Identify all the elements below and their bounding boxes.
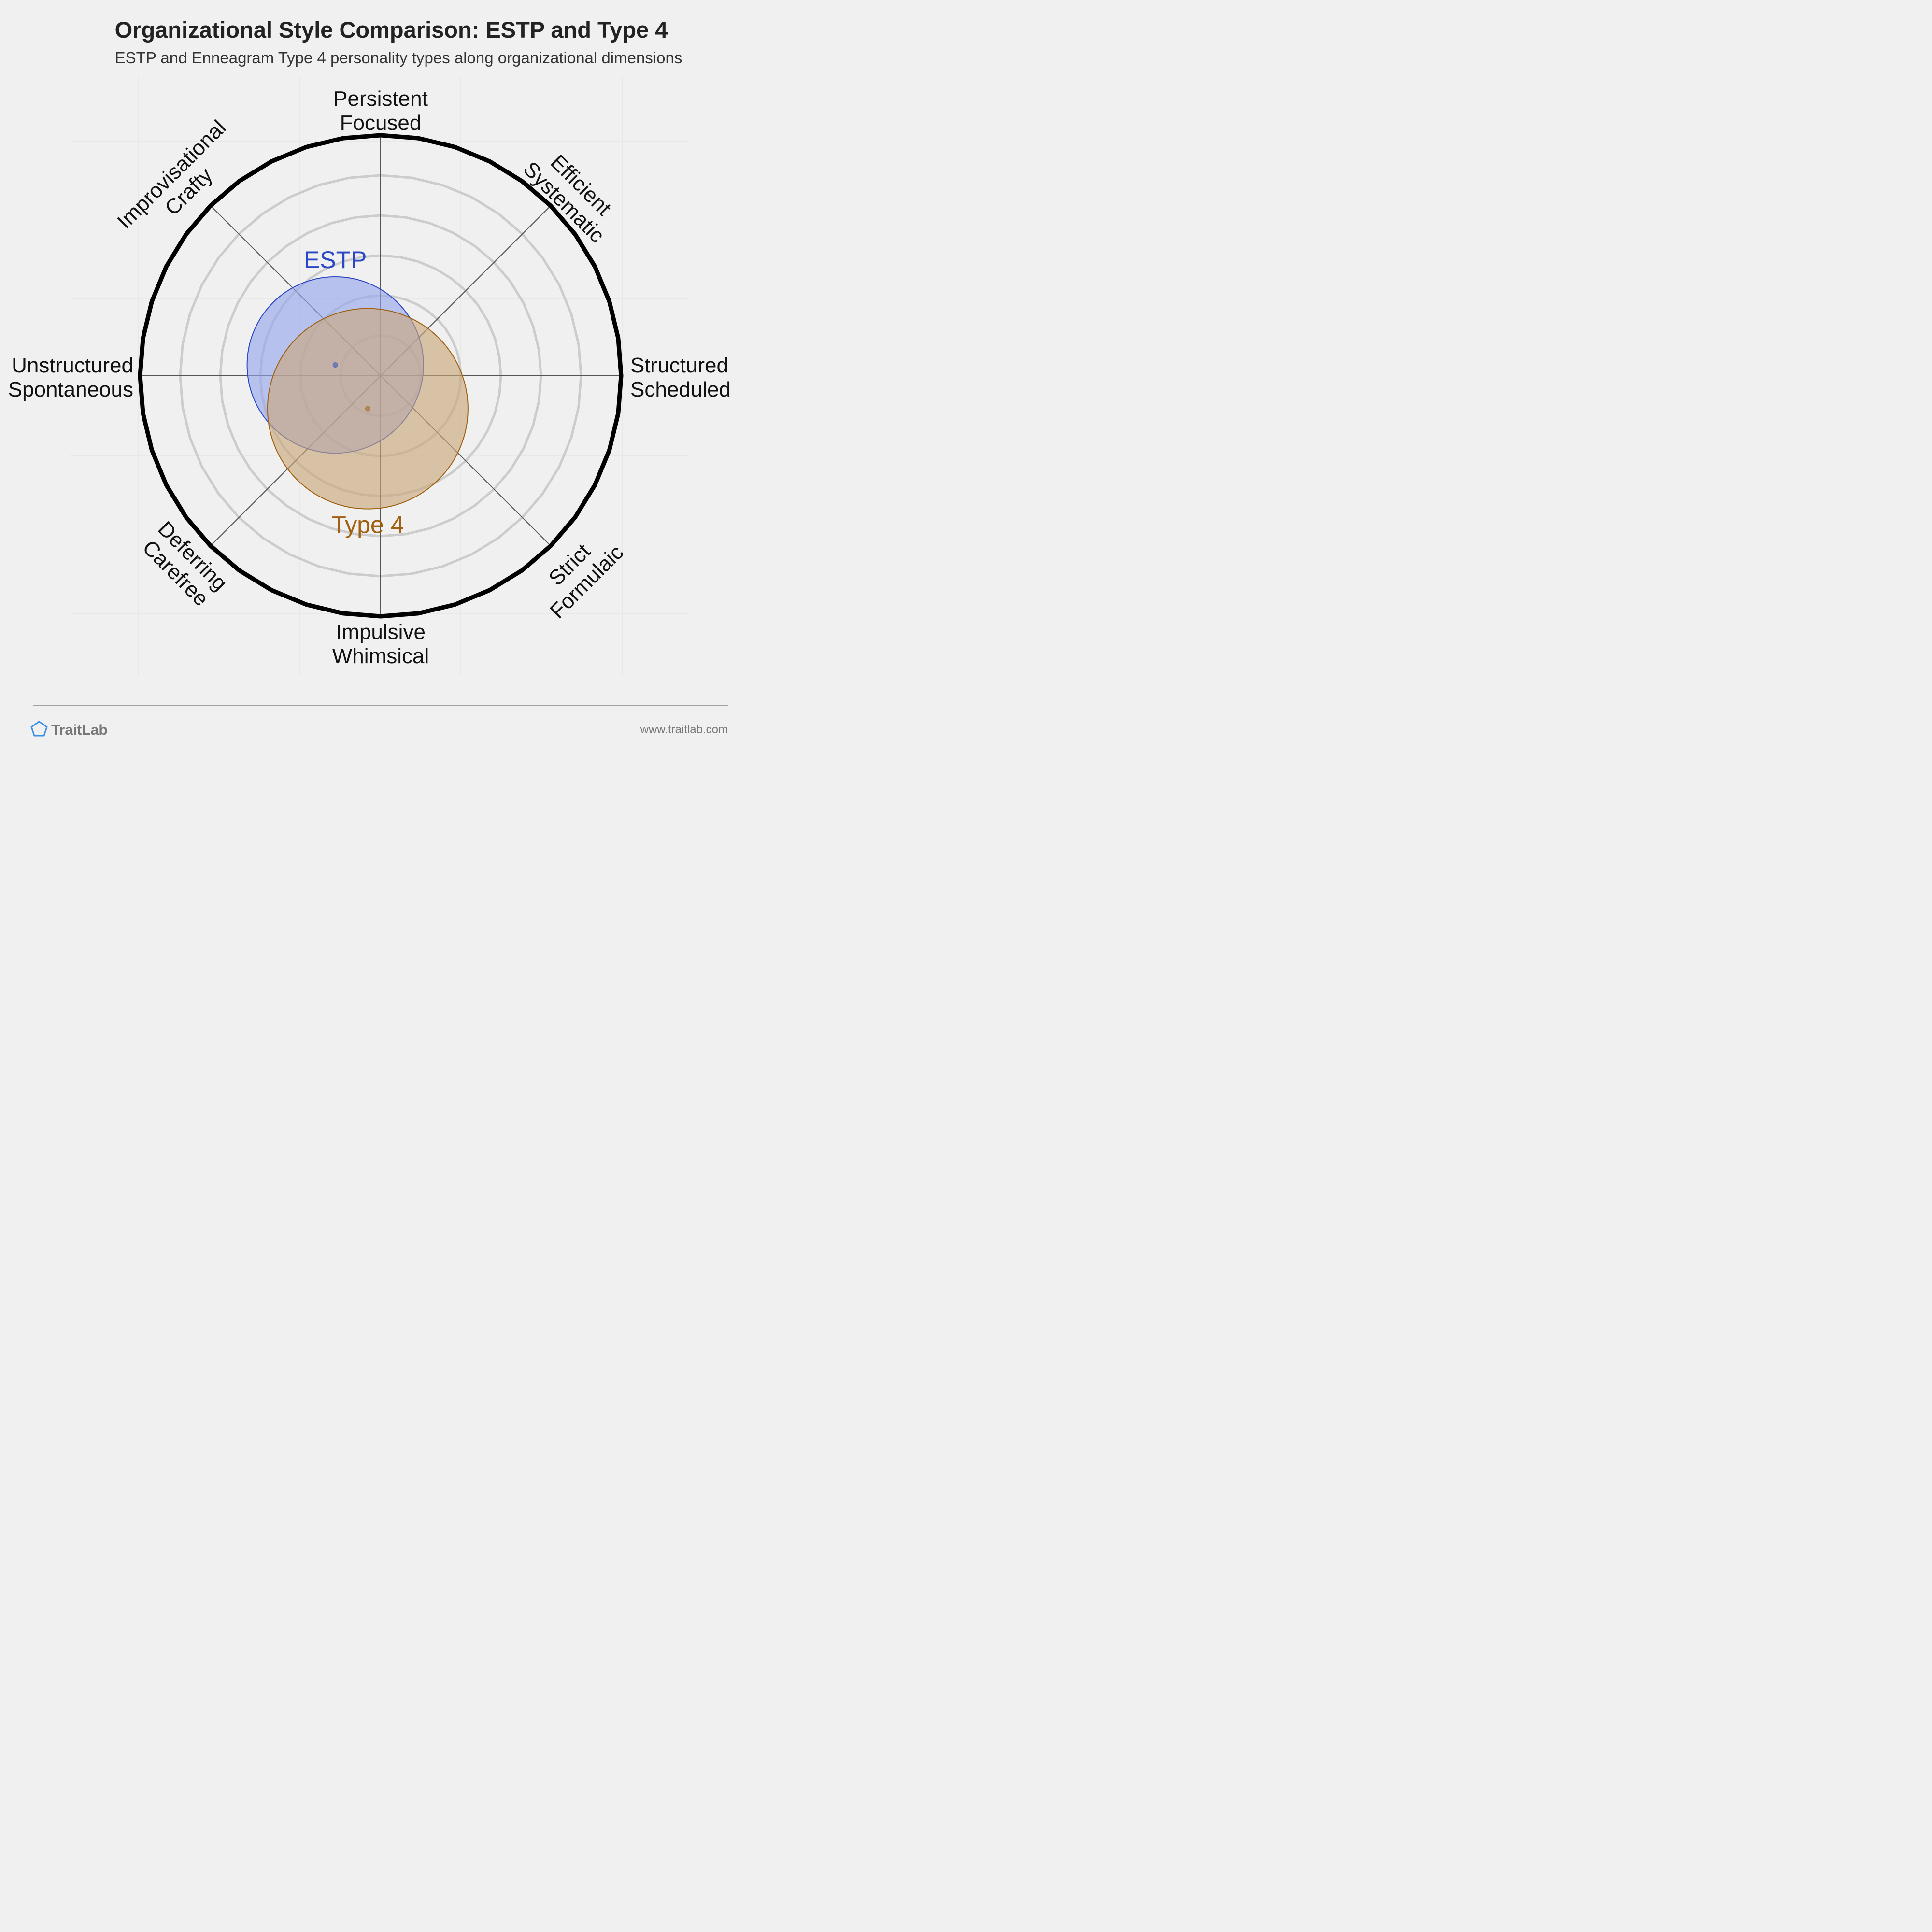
chart-title: Organizational Style Comparison: ESTP an… xyxy=(115,17,668,43)
axis-label-top-left-line1: Improvisational xyxy=(113,115,230,233)
series-center-type-4 xyxy=(365,406,370,412)
axis-label-left-line1: Unstructured xyxy=(12,354,133,377)
series-label-type-4: Type 4 xyxy=(331,511,404,539)
axis-label-top: Persistent Focused xyxy=(333,87,428,135)
axis-label-right: Structured Scheduled xyxy=(630,354,731,401)
chart: Organizational Style Comparison: ESTP an… xyxy=(8,17,731,738)
chart-subtitle: ESTP and Enneagram Type 4 personality ty… xyxy=(115,49,682,67)
axis-label-bottom-line2: Whimsical xyxy=(332,644,429,668)
series-label-estp: ESTP xyxy=(304,246,367,273)
axis-label-left: Unstructured Spontaneous xyxy=(8,354,133,401)
footer-brand: TraitLab xyxy=(51,722,108,738)
axis-label-bottom: Impulsive Whimsical xyxy=(332,620,429,668)
radar-outer-ring xyxy=(138,133,624,619)
axis-label-top-line2: Focused xyxy=(340,111,422,135)
series-center-estp xyxy=(332,362,338,368)
axis-label-bottom-left: Deferring Carefree xyxy=(138,517,232,611)
axis-label-right-line2: Scheduled xyxy=(630,378,731,401)
axis-label-bottom-line1: Impulsive xyxy=(336,620,426,644)
axis-label-right-line1: Structured xyxy=(630,354,728,377)
axis-label-left-line2: Spontaneous xyxy=(8,378,133,401)
footer-url: www.traitlab.com xyxy=(640,723,728,736)
series-layer: ESTP Type 4 xyxy=(246,246,469,539)
outer-ring xyxy=(138,133,624,619)
axis-label-top-line1: Persistent xyxy=(333,87,428,111)
axis-label-top-left: Improvisational Crafty xyxy=(113,115,230,233)
traitlab-logo-icon xyxy=(30,721,48,737)
